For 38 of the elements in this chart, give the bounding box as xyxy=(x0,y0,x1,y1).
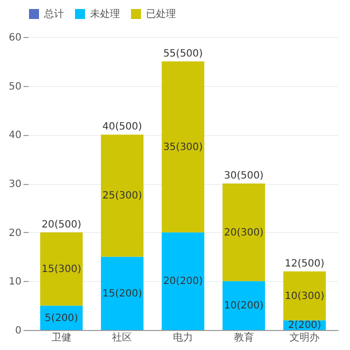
y-tick-label: 30 xyxy=(8,179,22,190)
data-label: 10(200) xyxy=(224,300,264,312)
data-label: 10(300) xyxy=(284,290,324,302)
x-tick-label: 电力 xyxy=(173,332,193,344)
y-tick-label: 0 xyxy=(15,326,22,336)
bar xyxy=(283,271,326,320)
x-tick-label: 教育 xyxy=(234,332,254,344)
bar xyxy=(162,232,204,330)
data-label: 15(300) xyxy=(42,264,82,275)
data-label: 20(300) xyxy=(224,227,264,238)
data-label: 25(300) xyxy=(102,190,142,202)
y-tick-label: 20 xyxy=(8,228,22,239)
total-label: 30(500) xyxy=(224,170,264,182)
y-tick-label: 60 xyxy=(8,32,22,44)
legend-label: 已处理 xyxy=(146,8,176,20)
data-label: 15(200) xyxy=(102,288,142,300)
total-label: 55(500) xyxy=(163,48,203,60)
bar xyxy=(100,256,144,330)
bar xyxy=(100,134,144,257)
total-label: 40(500) xyxy=(102,122,142,133)
data-label: 20(200) xyxy=(163,276,203,288)
x-tick-label: 卫健 xyxy=(51,332,72,344)
x-tick-label: 文明办 xyxy=(290,332,320,344)
total-label: 12(500) xyxy=(284,258,324,270)
total-label: 20(500) xyxy=(42,219,82,230)
y-tick-label: 50 xyxy=(8,81,22,92)
data-label: 5(200) xyxy=(44,312,78,324)
data-label: 2(200) xyxy=(288,320,322,332)
y-tick-label: 10 xyxy=(8,276,22,288)
bar xyxy=(222,184,266,282)
bar xyxy=(40,232,83,306)
bar xyxy=(222,281,266,330)
data-label: 35(300) xyxy=(163,142,203,153)
legend-label: 未处理 xyxy=(90,8,120,20)
x-tick-label: 社区 xyxy=(112,332,132,344)
bar xyxy=(162,61,204,232)
legend-label: 总计 xyxy=(43,8,64,20)
y-tick-label: 40 xyxy=(8,130,22,142)
